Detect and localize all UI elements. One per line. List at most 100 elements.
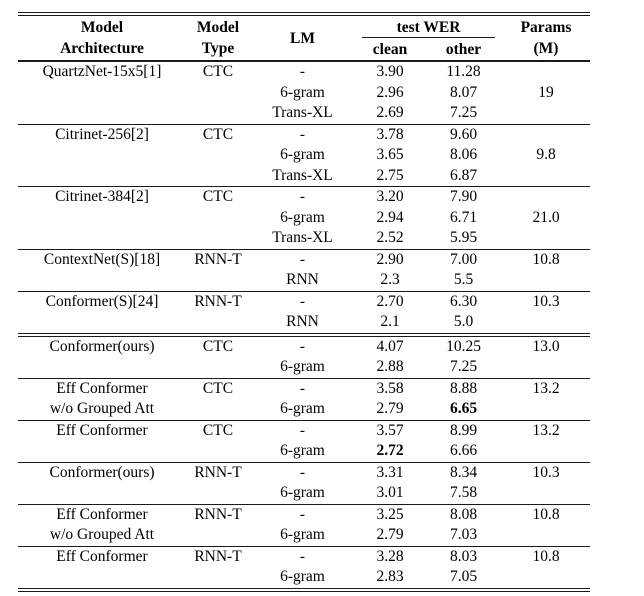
cell-other: 9.60 xyxy=(449,125,478,143)
cell-clean: 2.79 xyxy=(376,400,404,417)
table-body: QuartzNet-15x5[1] CTC - 3.90 11.28 6-gram 2.96… xyxy=(18,61,590,590)
cell-params xyxy=(502,124,590,145)
cell-clean: 2.52 xyxy=(376,229,404,246)
table-row: Eff Conformer CTC - 3.58 8.88 13.2 xyxy=(18,378,590,399)
table-row: ContextNet(S)[18] RNN-T - 2.90 7.00 10.8 xyxy=(18,249,590,270)
cell-type xyxy=(186,103,250,124)
cell-clean: 3.58 xyxy=(376,379,404,397)
cell-clean: 3.28 xyxy=(376,547,404,565)
cell-params xyxy=(502,399,590,420)
cell-arch xyxy=(18,483,186,504)
cell-clean: 2.1 xyxy=(380,313,400,330)
cell-arch: w/o Grouped Att xyxy=(49,526,155,543)
cell-clean: 2.83 xyxy=(376,568,404,585)
cell-params xyxy=(502,166,590,187)
cell-params: 13.2 xyxy=(532,379,560,397)
cell-lm: - xyxy=(299,292,306,310)
cell-clean: 2.90 xyxy=(376,250,404,268)
cell-other: 8.08 xyxy=(449,505,478,523)
cell-lm: 6-gram xyxy=(280,484,325,501)
cell-params: 13.0 xyxy=(532,337,560,355)
cell-arch xyxy=(18,357,186,378)
cell-params xyxy=(502,228,590,249)
cell-clean: 2.75 xyxy=(376,166,404,184)
table-row: RNN 2.1 5.0 xyxy=(18,312,590,335)
cell-params: 19 xyxy=(538,83,554,101)
cell-clean: 3.78 xyxy=(376,125,404,143)
cell-lm: - xyxy=(299,250,306,268)
cell-params xyxy=(502,525,590,546)
cell-type: CTC xyxy=(202,421,234,439)
header-line: Model xyxy=(80,19,124,36)
cell-type: RNN-T xyxy=(194,547,242,565)
cell-other: 6.87 xyxy=(449,166,478,184)
cell-type xyxy=(186,166,250,187)
table-row: Citrinet-384[2] CTC - 3.20 7.90 xyxy=(18,187,590,208)
cell-type xyxy=(186,208,250,229)
cell-lm: Trans-XL xyxy=(272,166,333,184)
cell-other: 8.99 xyxy=(449,421,478,439)
cell-clean: 2.70 xyxy=(376,292,404,310)
cell-arch xyxy=(18,83,186,104)
cell-clean: 3.57 xyxy=(376,421,404,439)
cell-clean: 4.07 xyxy=(376,337,404,355)
col-header-model-type: Model Type xyxy=(186,14,250,61)
cell-params: 10.8 xyxy=(532,505,560,523)
cell-other: 7.25 xyxy=(449,104,478,121)
cell-other: 5.5 xyxy=(453,271,474,288)
cell-lm: - xyxy=(299,505,306,523)
cell-clean: 2.96 xyxy=(376,83,404,101)
cell-other: 5.95 xyxy=(449,229,478,246)
cell-type: CTC xyxy=(202,125,234,143)
cell-params xyxy=(502,567,590,590)
cell-params xyxy=(502,441,590,462)
cell-lm: - xyxy=(299,421,306,439)
header-row-sub: clean other xyxy=(18,38,590,61)
table-row: w/o Grouped Att 6-gram 2.79 7.03 xyxy=(18,525,590,546)
cell-other: 7.58 xyxy=(449,484,478,501)
cell-other: 11.28 xyxy=(446,63,481,80)
cell-other: 6.30 xyxy=(449,292,478,310)
table-row: 6-gram 2.96 8.07 19 xyxy=(18,83,590,104)
cell-type xyxy=(186,483,250,504)
cell-lm: RNN xyxy=(286,271,319,288)
table-row: 6-gram 2.88 7.25 xyxy=(18,357,590,378)
cell-arch xyxy=(18,270,186,291)
cell-clean: 2.88 xyxy=(376,358,404,375)
cell-params xyxy=(502,483,590,504)
cell-type xyxy=(186,312,250,335)
cell-type: CTC xyxy=(202,63,234,80)
table-row: Trans-XL 2.75 6.87 xyxy=(18,166,590,187)
results-table: Model Architecture Model Type LM test WE… xyxy=(18,12,590,592)
table-row: Conformer(ours) CTC - 4.07 10.25 13.0 xyxy=(18,335,590,358)
cell-other: 7.25 xyxy=(449,358,478,375)
cell-clean: 3.01 xyxy=(376,484,404,501)
cell-type xyxy=(186,525,250,546)
table-row: 6-gram 2.72 6.66 xyxy=(18,441,590,462)
cell-arch: Conformer(S)[24] xyxy=(45,292,159,310)
cell-lm: - xyxy=(299,547,306,565)
col-header-other: other xyxy=(445,40,482,58)
cell-params: 10.3 xyxy=(532,292,560,310)
cell-arch: ContextNet(S)[18] xyxy=(43,250,161,268)
cell-type: RNN-T xyxy=(194,505,242,523)
table-row: Conformer(ours) RNN-T - 3.31 8.34 10.3 xyxy=(18,462,590,483)
cell-type: CTC xyxy=(202,188,234,205)
cell-other: 7.03 xyxy=(449,526,478,543)
cell-arch: Citrinet-256[2] xyxy=(55,125,149,143)
cell-lm: 6-gram xyxy=(280,208,325,226)
cell-type: CTC xyxy=(202,379,234,397)
cell-params: 10.8 xyxy=(532,250,560,268)
table-row: Eff Conformer RNN-T - 3.28 8.03 10.8 xyxy=(18,546,590,567)
cell-params xyxy=(502,187,590,208)
cell-lm: - xyxy=(299,188,306,205)
cell-arch: Conformer(ours) xyxy=(49,463,155,481)
cell-clean: 3.31 xyxy=(376,463,404,481)
cell-clean: 2.69 xyxy=(376,104,404,121)
cell-lm: 6-gram xyxy=(280,526,325,543)
cell-lm: - xyxy=(299,63,306,80)
table-row: w/o Grouped Att 6-gram 2.79 6.65 xyxy=(18,399,590,420)
cell-lm: Trans-XL xyxy=(272,104,333,121)
cell-type xyxy=(186,83,250,104)
